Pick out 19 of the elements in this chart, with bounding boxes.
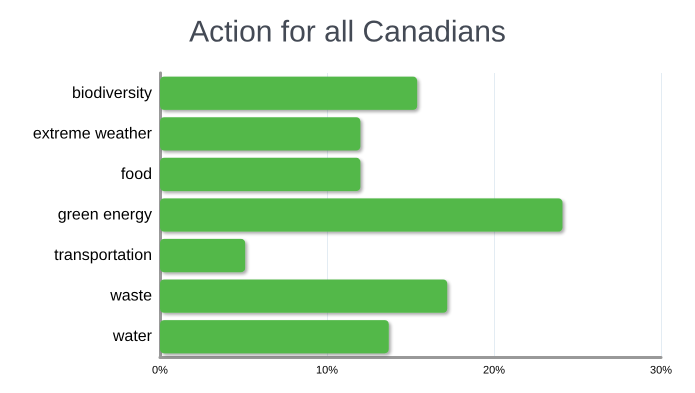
bar [160,280,448,313]
x-tick-label: 20% [482,364,506,376]
y-tick-label: transportation [54,247,152,264]
chart-title: Action for all Canadians [189,16,506,48]
y-tick-label: water [112,328,153,346]
bar [160,320,389,354]
y-tick-label: waste [109,288,152,305]
bar [160,76,418,110]
y-tick-label: green energy [58,206,152,224]
y-tick-label: extreme weather [32,125,153,142]
bar [160,198,562,232]
y-tick-label: biodiversity [72,84,152,102]
y-tick-label: food [120,166,152,183]
x-tick-label: 0% [152,364,168,376]
bar [160,238,246,272]
x-tick-label: 10% [316,364,338,376]
bar [160,117,360,150]
x-tick-label: 30% [650,364,672,376]
bar [160,158,360,192]
